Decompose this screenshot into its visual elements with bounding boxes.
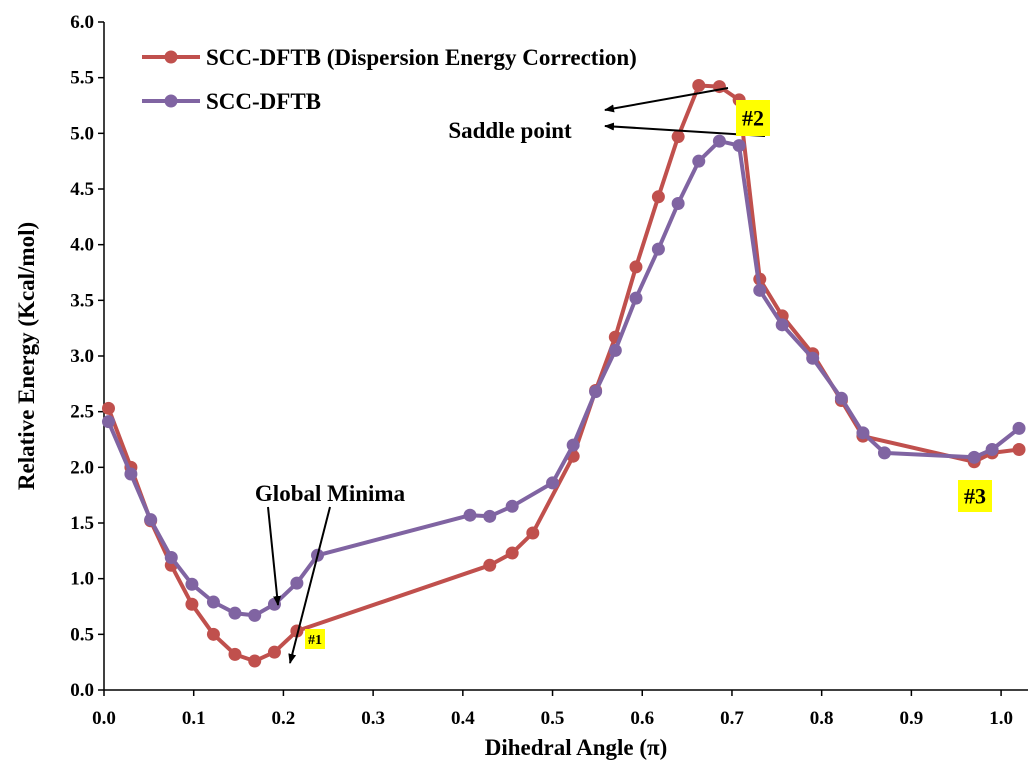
- y-tick-label: 5.0: [70, 123, 94, 144]
- data-point: [967, 450, 981, 464]
- data-point: [1012, 421, 1026, 435]
- x-tick-label: 0.7: [720, 708, 744, 729]
- data-point: [267, 645, 281, 659]
- x-axis-title: Dihedral Angle (π): [485, 735, 668, 760]
- legend-swatch-marker: [164, 50, 178, 64]
- data-point: [228, 647, 242, 661]
- data-point: [651, 242, 665, 256]
- data-point: [101, 401, 115, 415]
- saddle-point-label: Saddle point: [448, 118, 572, 143]
- y-tick-label: 2.5: [70, 402, 94, 423]
- series-line: [106, 83, 1020, 664]
- y-tick-label: 4.5: [70, 179, 94, 200]
- y-axis-title: Relative Energy (Kcal/mol): [14, 222, 39, 490]
- x-tick-label: 0.2: [272, 708, 296, 729]
- data-point: [671, 196, 685, 210]
- series-group: [101, 134, 1026, 622]
- series-line: [106, 139, 1021, 618]
- data-point: [671, 130, 685, 144]
- x-tick-label: 0.1: [182, 708, 206, 729]
- x-tick-label: 0.3: [361, 708, 385, 729]
- data-point: [290, 624, 304, 638]
- series-group: [101, 78, 1026, 668]
- y-tick-label: 4.0: [70, 235, 94, 256]
- data-point: [463, 508, 477, 522]
- data-point: [877, 446, 891, 460]
- data-point: [164, 551, 178, 565]
- data-point: [732, 139, 746, 153]
- data-point: [206, 627, 220, 641]
- x-tick-label: 0.6: [630, 708, 654, 729]
- data-point: [101, 415, 115, 429]
- data-point: [248, 654, 262, 668]
- highlight-tag-background: [958, 480, 992, 512]
- data-point: [753, 283, 767, 297]
- saddle-point-arrow: [604, 87, 729, 113]
- global-minima-label: Global Minima: [255, 481, 406, 506]
- y-tick-label: 1.0: [70, 569, 94, 590]
- data-point: [483, 509, 497, 523]
- highlight-tag-background: [305, 629, 325, 649]
- data-point: [775, 318, 789, 332]
- data-point: [144, 513, 158, 527]
- highlight-tag-background: [736, 100, 770, 136]
- global-minima-arrow: [267, 506, 282, 606]
- y-tick-label: 1.5: [70, 513, 94, 534]
- highlight-tag-label: #3: [964, 484, 986, 509]
- x-tick-label: 0.9: [900, 708, 924, 729]
- data-point: [505, 499, 519, 513]
- data-point: [856, 426, 870, 440]
- legend-swatch-marker: [164, 94, 178, 108]
- legend-label: SCC-DFTB: [206, 89, 321, 114]
- x-tick-label: 1.0: [989, 708, 1013, 729]
- x-tick-label: 0.8: [810, 708, 834, 729]
- data-point: [483, 558, 497, 572]
- data-point: [290, 576, 304, 590]
- y-tick-label: 0.5: [70, 624, 94, 645]
- data-point: [185, 597, 199, 611]
- data-point: [712, 134, 726, 148]
- data-point: [1012, 443, 1026, 457]
- data-point: [185, 577, 199, 591]
- data-point: [608, 343, 622, 357]
- y-tick-label: 3.0: [70, 346, 94, 367]
- data-point: [566, 438, 580, 452]
- data-point: [985, 443, 999, 457]
- x-tick-label: 0.5: [541, 708, 565, 729]
- data-point: [834, 391, 848, 405]
- data-point: [651, 190, 665, 204]
- data-point: [629, 291, 643, 305]
- data-point: [505, 546, 519, 560]
- data-point: [692, 154, 706, 168]
- highlight-tag-label: #1: [308, 633, 322, 648]
- data-point: [267, 597, 281, 611]
- data-point: [248, 608, 262, 622]
- y-tick-label: 3.5: [70, 290, 94, 311]
- data-point: [589, 385, 603, 399]
- x-tick-label: 0.0: [92, 708, 116, 729]
- x-tick-label: 0.4: [451, 708, 475, 729]
- data-point: [206, 595, 220, 609]
- legend-label: SCC-DFTB (Dispersion Energy Correction): [206, 45, 637, 70]
- y-tick-label: 0.0: [70, 680, 94, 701]
- y-tick-label: 2.0: [70, 457, 94, 478]
- data-point: [124, 467, 138, 481]
- global-minima-arrow: [288, 506, 331, 664]
- data-point: [546, 476, 560, 490]
- y-tick-label: 5.5: [70, 68, 94, 89]
- data-point: [526, 526, 540, 540]
- data-point: [692, 78, 706, 92]
- y-tick-label: 6.0: [70, 12, 94, 33]
- data-point: [228, 606, 242, 620]
- data-point: [806, 351, 820, 365]
- highlight-tag-label: #2: [742, 106, 764, 131]
- data-point: [629, 260, 643, 274]
